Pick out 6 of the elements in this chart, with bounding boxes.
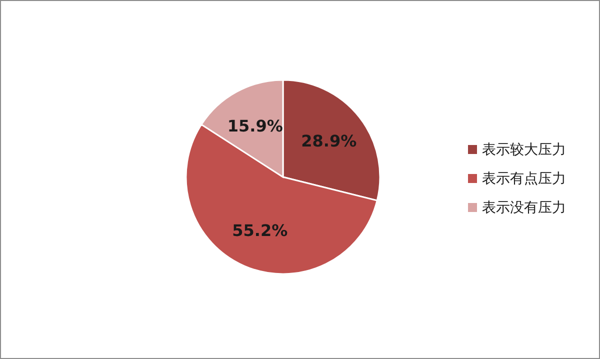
legend-label: 表示较大压力 xyxy=(482,142,566,158)
data-label: 55.2% xyxy=(232,220,288,240)
data-label: 15.9% xyxy=(227,116,283,136)
legend-label: 表示没有压力 xyxy=(482,200,566,216)
data-label: 28.9% xyxy=(301,132,357,151)
legend-label: 表示有点压力 xyxy=(482,171,566,187)
